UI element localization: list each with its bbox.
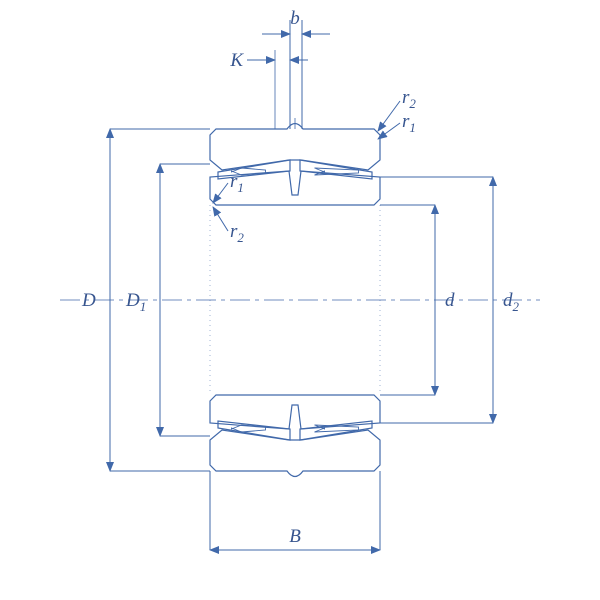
label-B: B <box>289 526 301 547</box>
label-D: D <box>81 290 96 311</box>
label-d: d <box>445 290 455 311</box>
label-K: K <box>229 50 244 71</box>
label-D1: D1 <box>125 290 146 314</box>
label-d2: d2 <box>503 290 520 314</box>
inner-ring-bottom <box>210 395 380 429</box>
label-r2-inner: r2 <box>230 221 244 245</box>
label-r2-outer: r2 <box>402 87 416 111</box>
bearing-cross-section-diagram: DD1dd2BbKr2r1r1r2 <box>0 0 600 600</box>
label-r1-outer: r1 <box>402 111 416 135</box>
outer-ring-bottom <box>210 430 380 477</box>
label-b: b <box>290 8 300 29</box>
outer-ring-top <box>210 124 380 171</box>
